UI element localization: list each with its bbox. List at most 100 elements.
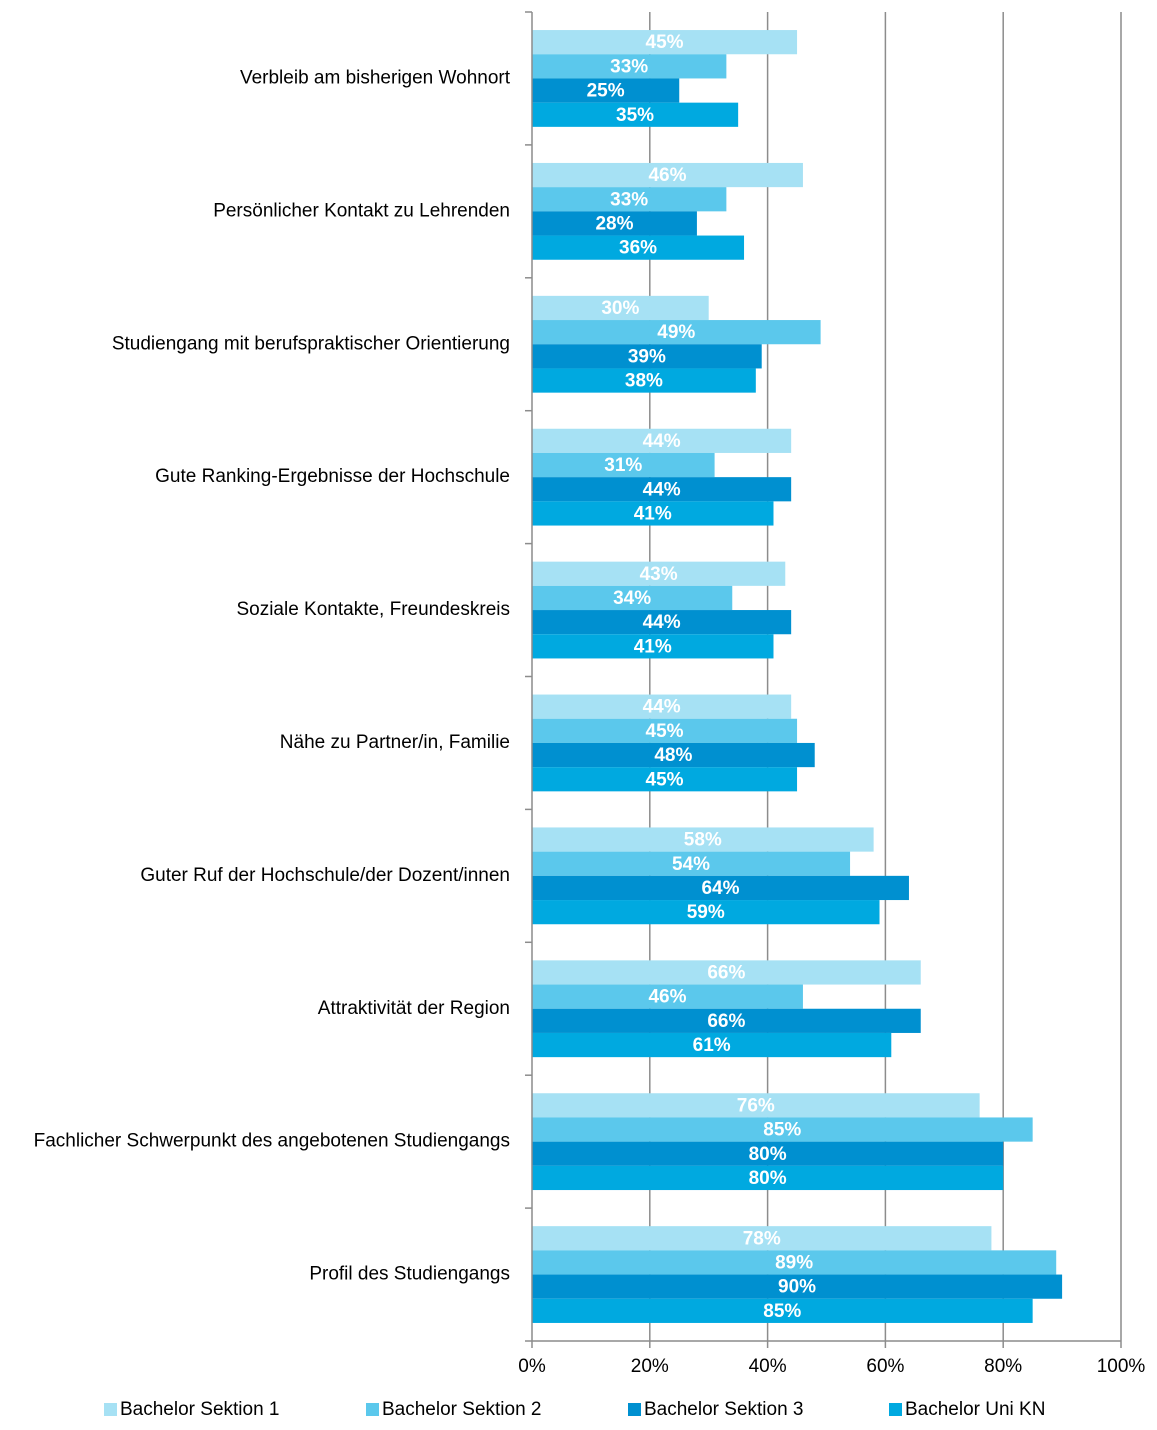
y-tick-label: Studiengang mit berufspraktischer Orient… xyxy=(112,333,510,354)
value-label: 85% xyxy=(763,1120,801,1141)
y-tick-label: Guter Ruf der Hochschule/der Dozent/inne… xyxy=(140,865,510,886)
bar xyxy=(532,851,851,876)
bar xyxy=(532,320,821,345)
value-label: 25% xyxy=(587,81,625,102)
legend-label: Bachelor Sektion 3 xyxy=(644,1399,804,1420)
bar xyxy=(532,477,792,502)
value-label: 48% xyxy=(654,745,692,766)
x-tick-label: 40% xyxy=(749,1356,787,1377)
value-label: 28% xyxy=(595,213,633,234)
bar xyxy=(532,30,798,55)
value-label: 44% xyxy=(643,612,681,633)
value-label: 66% xyxy=(707,962,745,983)
bar xyxy=(532,1226,992,1251)
value-label: 54% xyxy=(672,854,710,875)
bar xyxy=(532,827,874,852)
value-label: 33% xyxy=(610,189,648,210)
y-tick-label: Nähe zu Partner/in, Familie xyxy=(280,732,510,753)
legend-label: Bachelor Uni KN xyxy=(905,1399,1045,1420)
bar xyxy=(532,585,733,611)
bar xyxy=(532,54,727,79)
bar xyxy=(532,900,880,925)
value-label: 59% xyxy=(687,902,725,923)
bar xyxy=(532,610,792,635)
value-label: 46% xyxy=(648,987,686,1008)
value-label: 64% xyxy=(701,878,739,899)
legend-label: Bachelor Sektion 2 xyxy=(382,1399,542,1420)
x-tick-label: 20% xyxy=(631,1356,669,1377)
bar xyxy=(532,1117,1033,1142)
value-label: 80% xyxy=(749,1168,787,1189)
bar xyxy=(532,718,798,743)
bar xyxy=(532,428,792,453)
bar xyxy=(532,162,803,188)
y-tick-label: Verbleib am bisherigen Wohnort xyxy=(240,67,511,88)
bar xyxy=(532,1032,892,1058)
bar xyxy=(532,211,697,236)
value-label: 30% xyxy=(601,298,639,319)
legend-swatch xyxy=(889,1403,902,1416)
value-label: 80% xyxy=(749,1144,787,1165)
value-label: 46% xyxy=(648,165,686,186)
value-label: 58% xyxy=(684,830,722,851)
y-tick-label: Persönlicher Kontakt zu Lehrenden xyxy=(213,200,510,221)
x-tick-label: 60% xyxy=(866,1356,904,1377)
y-tick-label: Fachlicher Schwerpunkt des angebotenen S… xyxy=(34,1131,510,1152)
value-label: 85% xyxy=(763,1301,801,1322)
value-label: 41% xyxy=(634,503,672,524)
bar xyxy=(532,742,815,768)
bar xyxy=(532,767,798,792)
value-label: 44% xyxy=(643,431,681,452)
bar xyxy=(532,634,774,659)
value-label: 89% xyxy=(775,1252,813,1273)
value-label: 90% xyxy=(778,1277,816,1298)
bar xyxy=(532,694,792,719)
y-tick-label: Soziale Kontakte, Freundeskreis xyxy=(236,599,510,620)
bar xyxy=(532,1165,1004,1191)
bar xyxy=(532,235,745,260)
legend-label: Bachelor Sektion 1 xyxy=(120,1399,280,1420)
value-label: 33% xyxy=(610,56,648,77)
legend-swatch xyxy=(628,1403,641,1416)
bar xyxy=(532,1093,980,1118)
value-label: 66% xyxy=(707,1011,745,1032)
bar xyxy=(532,561,786,586)
value-label: 49% xyxy=(657,322,695,343)
bar xyxy=(532,344,762,369)
x-tick-label: 80% xyxy=(984,1356,1022,1377)
bar xyxy=(532,1008,921,1033)
value-label: 35% xyxy=(616,105,654,126)
value-label: 43% xyxy=(640,564,678,585)
bar xyxy=(532,960,921,985)
x-tick-label: 100% xyxy=(1097,1356,1146,1377)
value-label: 38% xyxy=(625,371,663,392)
value-label: 45% xyxy=(646,721,684,742)
bar xyxy=(532,1250,1057,1275)
legend-swatch xyxy=(104,1403,117,1416)
bar xyxy=(532,1274,1063,1299)
bar xyxy=(532,501,774,526)
bar xyxy=(532,984,803,1009)
x-tick-label: 0% xyxy=(518,1356,546,1377)
value-label: 44% xyxy=(643,479,681,500)
value-label: 76% xyxy=(737,1095,775,1116)
legend-swatch xyxy=(366,1403,379,1416)
bar xyxy=(532,368,756,393)
bar xyxy=(532,295,709,321)
y-tick-label: Profil des Studiengangs xyxy=(309,1264,510,1285)
value-label: 41% xyxy=(634,636,672,657)
bar xyxy=(532,1298,1033,1323)
value-label: 78% xyxy=(743,1228,781,1249)
bar xyxy=(532,875,909,901)
bar xyxy=(532,1141,1004,1166)
value-label: 45% xyxy=(646,32,684,53)
value-label: 61% xyxy=(693,1035,731,1056)
y-tick-label: Attraktivität der Region xyxy=(318,998,510,1019)
value-label: 39% xyxy=(628,346,666,367)
value-label: 45% xyxy=(646,769,684,790)
value-label: 44% xyxy=(643,697,681,718)
value-label: 34% xyxy=(613,588,651,609)
value-label: 36% xyxy=(619,238,657,259)
bar xyxy=(532,187,727,212)
